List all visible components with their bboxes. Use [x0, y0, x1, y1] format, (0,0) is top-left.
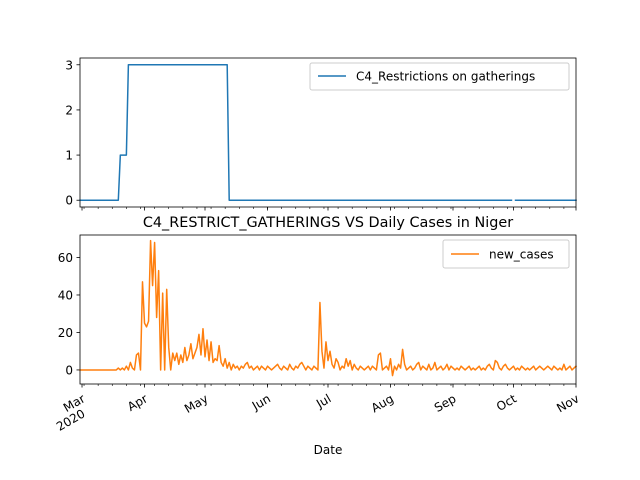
cases-y-tick-label: 40 — [58, 288, 73, 302]
chart-title: C4_RESTRICT_GATHERINGS VS Daily Cases in… — [143, 215, 513, 231]
cases-legend-label: new_cases — [489, 248, 554, 262]
cases-legend: new_cases — [442, 239, 570, 269]
cases-y-tick-label: 60 — [58, 251, 73, 265]
x-tick-label-jul: Jul — [313, 391, 333, 411]
restrictions-y-tick-label: 1 — [65, 149, 73, 163]
restrictions-axes-frame — [79, 57, 577, 208]
restrictions-legend-label: C4_Restrictions on gatherings — [356, 70, 535, 84]
restrictions-y-tick-label: 3 — [65, 58, 73, 72]
restrictions-series-line — [79, 64, 577, 201]
restrictions-legend-box — [309, 62, 570, 91]
restrictions-y-ticks: 0 1 2 3 — [65, 58, 80, 208]
cases-legend-box — [442, 239, 570, 269]
cases-y-tick-label: 0 — [65, 363, 73, 377]
restrictions-legend: C4_Restrictions on gatherings — [309, 62, 570, 91]
restrictions-y-tick-label: 2 — [65, 103, 73, 117]
cases-axes-frame — [79, 234, 577, 385]
cases-y-ticks: 0 20 40 60 — [58, 251, 80, 377]
restrictions-subplot: 0 1 2 3 C4_Restrictions on gatherings — [65, 57, 577, 211]
cases-y-tick-label: 20 — [58, 326, 73, 340]
cases-series-line — [79, 239, 578, 377]
restrictions-x-ticks — [81, 207, 577, 211]
restrictions-y-tick-label: 0 — [65, 194, 73, 208]
x-axis-label: Date — [314, 443, 343, 457]
